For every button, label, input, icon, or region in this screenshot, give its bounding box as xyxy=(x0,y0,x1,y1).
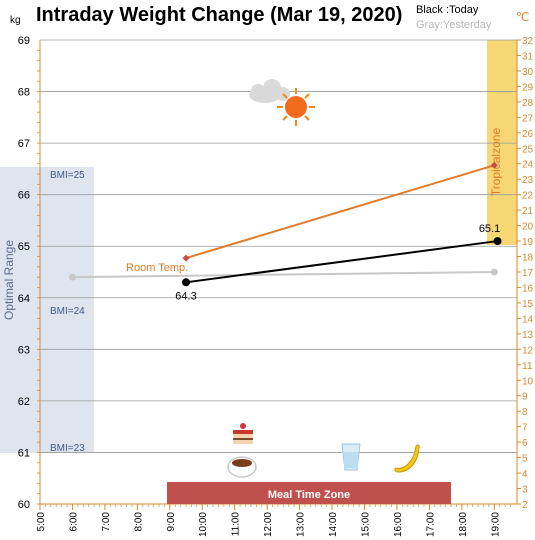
y-tick-label: 64 xyxy=(18,293,30,305)
banana-icon xyxy=(394,444,420,473)
yesterday-line xyxy=(72,271,495,279)
y-tick-label: 67 xyxy=(18,138,30,150)
y-unit: kg xyxy=(10,15,21,26)
y2-tick-label: 3 xyxy=(522,485,528,496)
x-tick-label: 15:00 xyxy=(360,512,371,537)
today-point xyxy=(182,278,191,287)
y2-unit: ℃ xyxy=(516,10,529,24)
y-tick-label: 60 xyxy=(18,499,30,511)
x-tick-label: 17:00 xyxy=(425,512,436,537)
series-layer: Room Temp. 64.3 65.1 xyxy=(68,161,502,302)
x-tick-label: 11:00 xyxy=(231,512,242,537)
y2-tick-label: 24 xyxy=(522,160,534,171)
x-tick-label: 13:00 xyxy=(296,512,307,537)
legend-yesterday: Gray:Yesterday xyxy=(416,19,492,31)
tropical-zone-label: Tropicalzone xyxy=(489,128,503,197)
y2-tick-label: 9 xyxy=(522,392,528,403)
bmi-24-label: BMI=24 xyxy=(50,306,85,317)
y-tick-label: 69 xyxy=(18,35,30,47)
y2-tick-label: 30 xyxy=(522,67,534,78)
bmi-23-label: BMI=23 xyxy=(50,443,85,454)
x-axis: 5:00 6:00 7:00 8:00 9:00 10:00 11:00 12:00 13:00… xyxy=(36,503,517,537)
y2-tick-label: 16 xyxy=(522,283,534,294)
x-tick-label: 9:00 xyxy=(166,512,177,532)
today-point xyxy=(493,237,502,246)
y2-tick-label: 12 xyxy=(522,345,534,356)
y2-tick-label: 21 xyxy=(522,206,534,217)
optimal-range-band xyxy=(0,167,94,453)
y2-tick-label: 17 xyxy=(522,268,534,279)
y2-tick-label: 26 xyxy=(522,129,534,140)
grid-lines xyxy=(40,39,517,505)
y-tick-label: 65 xyxy=(18,241,30,253)
y2-tick-label: 13 xyxy=(522,330,534,341)
y2-tick-label: 7 xyxy=(522,423,528,434)
y2-tick-label: 22 xyxy=(522,191,534,202)
y2-tick-label: 20 xyxy=(522,222,534,233)
y2-tick-label: 5 xyxy=(522,454,528,465)
x-tick-label: 14:00 xyxy=(328,512,339,537)
x-tick-label: 5:00 xyxy=(36,512,47,532)
y-tick-label: 62 xyxy=(18,396,30,408)
legend-today: Black :Today xyxy=(416,4,479,16)
meal-time-zone-bar xyxy=(167,482,451,504)
left-axis: 60 61 62 63 64 65 66 67 68 69 xyxy=(18,35,41,511)
optimal-range-label: Optimal Range xyxy=(2,240,16,320)
meal-time-zone-label: Meal Time Zone xyxy=(268,489,350,501)
x-tick-label: 8:00 xyxy=(133,512,144,532)
y2-tick-label: 32 xyxy=(522,36,534,47)
y2-tick-label: 23 xyxy=(522,175,534,186)
room-temp-label: Room Temp. xyxy=(126,262,188,274)
y2-tick-label: 18 xyxy=(522,253,534,264)
y2-tick-label: 6 xyxy=(522,438,528,449)
y2-tick-label: 31 xyxy=(522,51,534,62)
room-temp-point xyxy=(490,161,498,169)
y2-tick-label: 27 xyxy=(522,113,534,124)
bmi-25-label: BMI=25 xyxy=(50,170,85,181)
y2-tick-label: 15 xyxy=(522,299,534,310)
x-tick-label: 6:00 xyxy=(68,512,79,532)
tropical-zone-band xyxy=(487,40,517,245)
cake-icon xyxy=(233,423,253,444)
y2-tick-label: 25 xyxy=(522,144,534,155)
y2-tick-label: 11 xyxy=(522,361,533,372)
chart-title: Intraday Weight Change (Mar 19, 2020) xyxy=(36,4,402,26)
x-tick-label: 7:00 xyxy=(101,512,112,532)
cloud-icon xyxy=(249,79,290,103)
y2-tick-label: 4 xyxy=(522,469,528,480)
y-tick-label: 66 xyxy=(18,190,30,202)
y2-tick-label: 19 xyxy=(522,237,534,248)
y2-tick-label: 10 xyxy=(522,376,534,387)
x-tick-label: 12:00 xyxy=(263,512,274,537)
x-tick-label: 18:00 xyxy=(458,512,469,537)
yesterday-point xyxy=(490,268,498,276)
today-data-label: 64.3 xyxy=(175,290,196,302)
y2-tick-label: 8 xyxy=(522,407,528,418)
yesterday-point xyxy=(68,273,76,281)
y2-tick-label: 2 xyxy=(522,500,528,511)
y2-tick-label: 14 xyxy=(522,314,534,325)
right-axis: 2345678910111213141516171819202122232425… xyxy=(516,36,534,511)
soup-bowl-icon xyxy=(227,456,257,478)
water-glass-icon xyxy=(341,443,361,471)
today-line xyxy=(185,240,498,284)
y-tick-label: 68 xyxy=(18,87,30,99)
x-tick-label: 16:00 xyxy=(393,512,404,537)
y2-tick-label: 28 xyxy=(522,98,534,109)
sun-icon xyxy=(277,88,315,126)
room-temp-line xyxy=(185,164,495,260)
y2-tick-label: 29 xyxy=(522,82,534,93)
x-tick-label: 10:00 xyxy=(198,512,209,537)
x-tick-label: 19:00 xyxy=(490,512,501,537)
today-data-label: 65.1 xyxy=(479,223,500,235)
y-tick-label: 61 xyxy=(18,447,30,459)
room-temp-point xyxy=(182,254,190,262)
y-tick-label: 63 xyxy=(18,344,30,356)
